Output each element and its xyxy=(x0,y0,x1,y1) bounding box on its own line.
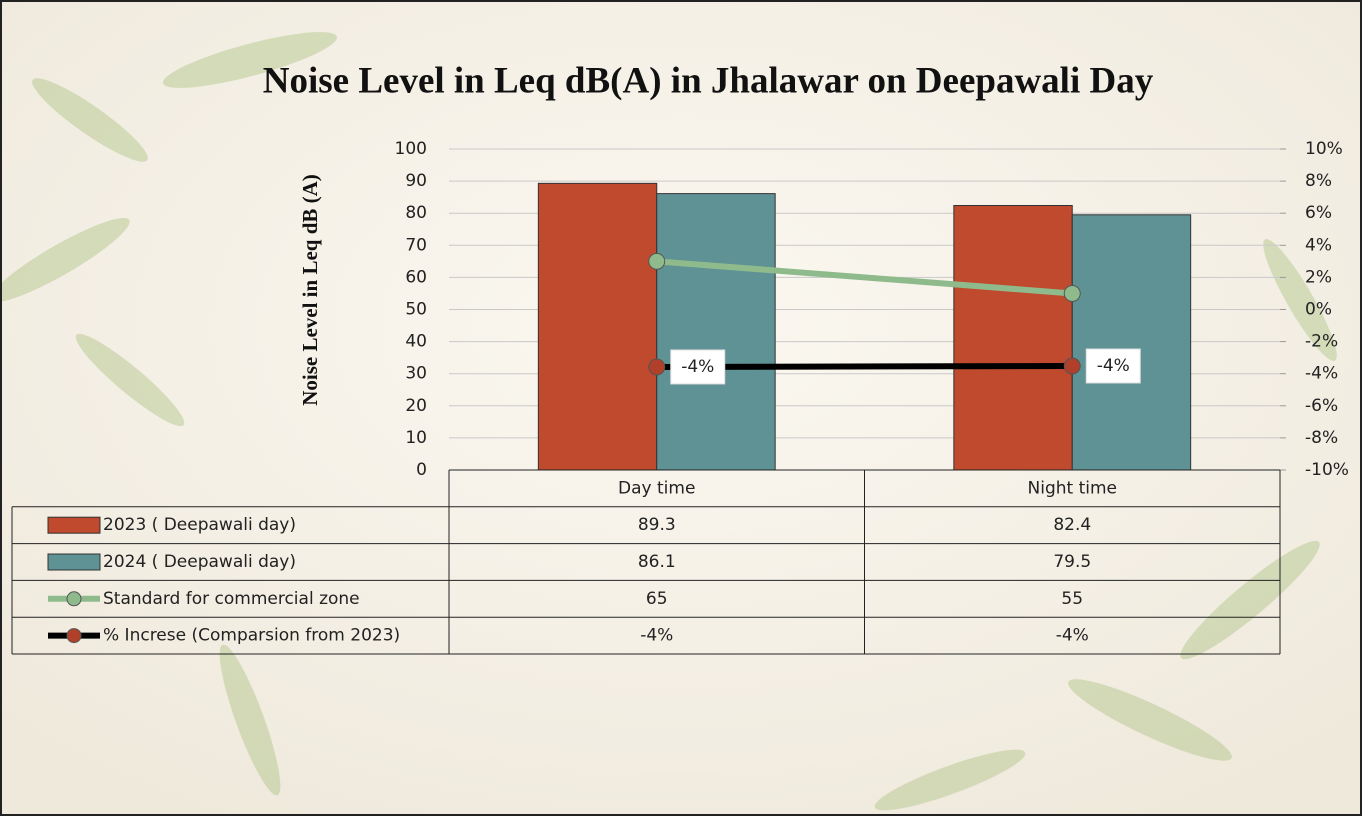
x-tick-label: Day time xyxy=(618,478,695,498)
y-tick-label: 0 xyxy=(416,460,427,480)
y2-tick-label: 0% xyxy=(1305,300,1332,320)
bar xyxy=(538,183,656,470)
table-value: 86.1 xyxy=(638,552,676,572)
y2-tick-label: -2% xyxy=(1305,332,1338,352)
y2-tick-label: 10% xyxy=(1305,139,1343,159)
table-value: 89.3 xyxy=(638,515,676,535)
table-value: -4% xyxy=(640,626,673,646)
chart: Noise Level in Leq dB(A) in Jhalawar on … xyxy=(0,0,1362,816)
y2-tick-label: 8% xyxy=(1305,171,1332,191)
legend-marker xyxy=(67,592,81,606)
data-label: -4% xyxy=(681,357,714,377)
y2-tick-label: 2% xyxy=(1305,267,1332,287)
marker xyxy=(649,253,665,269)
bar xyxy=(657,194,775,470)
legend-swatch xyxy=(48,554,100,570)
y2-tick-label: -6% xyxy=(1305,396,1338,416)
y-tick-label: 40 xyxy=(405,332,427,352)
table-value: 82.4 xyxy=(1053,515,1091,535)
chart-title: Noise Level in Leq dB(A) in Jhalawar on … xyxy=(263,60,1154,101)
y-tick-label: 100 xyxy=(395,139,427,159)
legend-marker xyxy=(67,629,81,643)
y-tick-label: 30 xyxy=(405,364,427,384)
legend-label: % Increse (Comparsion from 2023) xyxy=(103,626,400,646)
x-tick-label: Night time xyxy=(1028,478,1117,498)
marker xyxy=(1064,358,1080,374)
y-tick-label: 60 xyxy=(405,267,427,287)
legend-swatch xyxy=(48,517,100,533)
y-tick-label: 70 xyxy=(405,235,427,255)
y-tick-label: 50 xyxy=(405,300,427,320)
legend-label: 2024 ( Deepawali day) xyxy=(103,552,296,572)
y2-tick-label: 4% xyxy=(1305,235,1332,255)
table-value: 55 xyxy=(1061,589,1083,609)
table-value: -4% xyxy=(1056,626,1089,646)
y-tick-label: 80 xyxy=(405,203,427,223)
bar xyxy=(1072,215,1190,470)
y2-tick-label: -10% xyxy=(1305,460,1349,480)
y-axis-title: Noise Level in Leq dB (A) xyxy=(298,174,322,406)
y2-tick-label: -4% xyxy=(1305,364,1338,384)
legend-label: 2023 ( Deepawali day) xyxy=(103,515,296,535)
y-tick-label: 10 xyxy=(405,428,427,448)
y2-tick-label: -8% xyxy=(1305,428,1338,448)
marker xyxy=(1064,285,1080,301)
legend-label: Standard for commercial zone xyxy=(103,589,360,609)
table-value: 65 xyxy=(646,589,668,609)
marker xyxy=(649,359,665,375)
data-label: -4% xyxy=(1097,356,1130,376)
bar xyxy=(954,205,1072,470)
y-tick-label: 20 xyxy=(405,396,427,416)
table-value: 79.5 xyxy=(1053,552,1091,572)
y-tick-label: 90 xyxy=(405,171,427,191)
y2-tick-label: 6% xyxy=(1305,203,1332,223)
